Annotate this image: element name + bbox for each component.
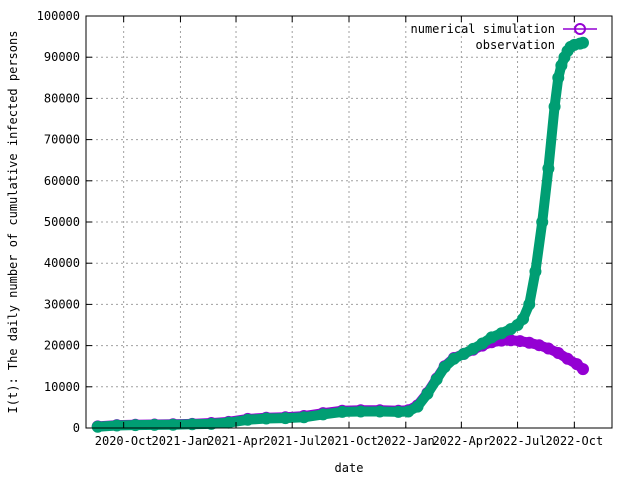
- data-point: [336, 405, 349, 418]
- y-tick-label: 90000: [44, 50, 80, 64]
- y-tick-label: 40000: [44, 256, 80, 270]
- series-line: [92, 37, 588, 432]
- y-tick-label: 0: [73, 421, 80, 435]
- data-point: [392, 405, 405, 418]
- data-point: [542, 162, 555, 175]
- data-point: [411, 400, 424, 413]
- data-point: [576, 36, 589, 49]
- legend-label-numerical-simulation: numerical simulation: [411, 22, 556, 36]
- y-tick-label: 80000: [44, 91, 80, 105]
- data-point: [373, 405, 386, 418]
- data-point: [317, 408, 330, 421]
- data-point: [457, 347, 470, 360]
- x-tick-label: 2022-Jul: [489, 434, 547, 448]
- data-point: [297, 411, 310, 424]
- data-point: [129, 419, 142, 432]
- data-point: [517, 312, 530, 325]
- data-point: [354, 405, 367, 418]
- data-point: [467, 342, 480, 355]
- x-axis-title: date: [335, 461, 364, 475]
- data-point: [167, 418, 180, 431]
- data-point: [548, 100, 561, 113]
- y-axis-title: I(t): The daily number of cumulative inf…: [6, 31, 20, 414]
- data-point: [222, 416, 235, 429]
- x-tick-label: 2020-Oct: [95, 434, 153, 448]
- data-point: [552, 71, 565, 84]
- y-tick-label: 30000: [44, 297, 80, 311]
- y-tick-label: 10000: [44, 380, 80, 394]
- data-point: [536, 216, 549, 228]
- x-tick-label: 2021-Oct: [320, 434, 378, 448]
- data-point: [552, 347, 565, 360]
- y-tick-label: 60000: [44, 174, 80, 188]
- x-tick-label: 2022-Oct: [545, 434, 603, 448]
- y-tick-label: 70000: [44, 133, 80, 147]
- x-tick-label: 2021-Jan: [152, 434, 210, 448]
- axis-ticks: 0 10000 20000 30000 40000 50000 60000 70000 8000…: [37, 9, 612, 448]
- legend-swatch-marker: [574, 23, 586, 35]
- y-tick-label: 50000: [44, 215, 80, 229]
- data-point: [421, 387, 434, 400]
- data-point: [438, 361, 451, 374]
- data-series: [91, 36, 589, 433]
- data-point: [186, 418, 199, 431]
- data-point: [447, 352, 460, 365]
- x-tick-label: 2022-Apr: [432, 434, 490, 448]
- data-point: [241, 413, 254, 426]
- data-point: [402, 405, 415, 418]
- y-tick-label: 100000: [37, 9, 80, 23]
- data-point: [110, 419, 123, 432]
- grid-lines: [86, 16, 612, 428]
- data-point: [561, 352, 574, 365]
- x-tick-label: 2021-Jul: [263, 434, 321, 448]
- data-point: [91, 420, 104, 433]
- y-tick-label: 20000: [44, 339, 80, 353]
- data-point: [205, 417, 218, 430]
- data-point: [148, 418, 161, 431]
- data-point: [576, 363, 589, 376]
- data-point: [523, 298, 536, 311]
- data-point: [529, 265, 542, 278]
- data-point: [476, 337, 489, 350]
- x-tick-label: 2021-Apr: [207, 434, 265, 448]
- data-point: [542, 342, 555, 355]
- data-point: [485, 331, 498, 344]
- data-point: [260, 412, 273, 425]
- data-point: [430, 373, 443, 386]
- legend: numerical simulation observation: [411, 22, 597, 52]
- series-observation: [91, 36, 589, 433]
- x-tick-label: 2022-Jan: [377, 434, 435, 448]
- data-point: [279, 412, 292, 425]
- legend-label-observation: observation: [476, 38, 555, 52]
- data-point: [523, 336, 536, 349]
